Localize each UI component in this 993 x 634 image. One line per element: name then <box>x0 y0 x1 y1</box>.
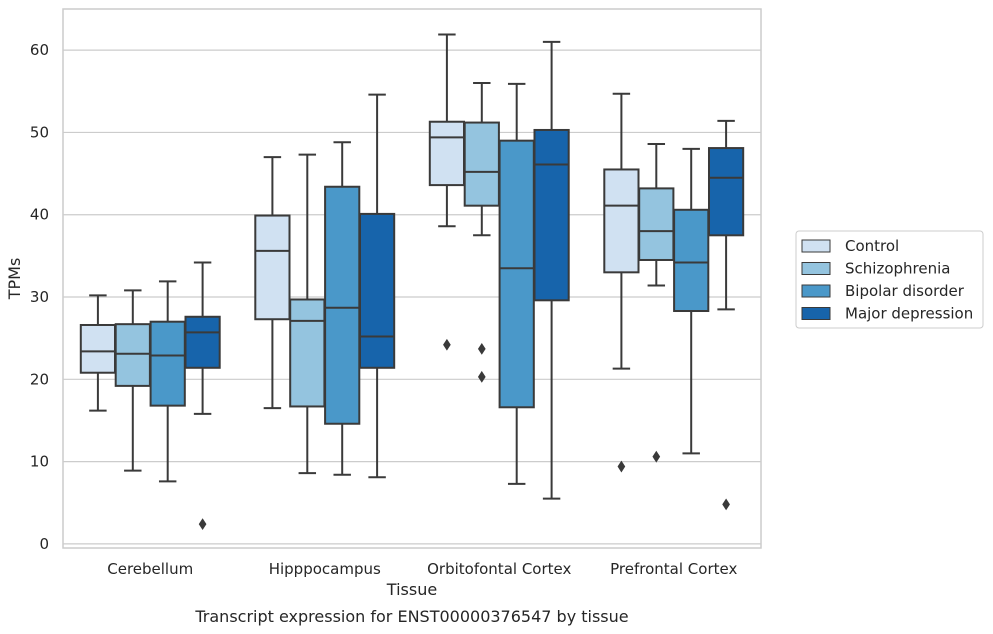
outlier-point <box>477 342 486 355</box>
outlier-point <box>198 518 207 531</box>
x-tick-label: Prefrontal Cortex <box>610 560 737 578</box>
box <box>79 294 117 412</box>
box-body <box>673 208 710 313</box>
box-body <box>428 120 466 187</box>
legend-label: Control <box>845 237 899 255</box>
box-body <box>533 128 570 302</box>
box-body <box>358 212 396 369</box>
box <box>254 156 291 410</box>
outlier-point <box>652 450 661 463</box>
series-schizophrenia <box>114 82 675 475</box>
y-tick-label: 60 <box>30 41 49 59</box>
box-body <box>289 298 326 408</box>
legend-swatch <box>801 262 831 275</box>
box-body <box>149 320 186 407</box>
series-bipolar-disorder <box>149 82 710 485</box>
box <box>673 147 710 455</box>
legend-swatch <box>801 284 831 298</box>
box <box>428 33 466 351</box>
box-body <box>638 187 675 261</box>
box-body <box>707 147 745 237</box>
y-tick-label: 20 <box>30 370 49 388</box>
box-body <box>498 139 535 409</box>
box <box>289 153 326 475</box>
x-tick-label: Hipppocampus <box>269 560 381 578</box>
box-body <box>79 323 117 374</box>
legend-label: Major depression <box>845 305 973 323</box>
legend-items: Control Schizophrenia Bipolar disorder Majo… <box>801 237 973 323</box>
box <box>114 289 151 472</box>
box <box>603 92 640 473</box>
x-tick-label: Cerebellum <box>107 560 193 578</box>
y-tick-label: 40 <box>30 206 49 224</box>
box <box>184 261 221 531</box>
legend-item: Bipolar disorder <box>801 282 965 300</box>
box <box>533 40 570 500</box>
legend-item: Major depression <box>801 305 973 323</box>
legend-frame <box>795 230 984 329</box>
box <box>498 82 535 485</box>
legend-item: Control <box>801 237 899 255</box>
y-tick-label: 10 <box>30 453 49 471</box>
outlier-point <box>477 370 486 383</box>
box-body <box>463 121 500 207</box>
y-tick-label: 0 <box>39 535 49 553</box>
series-control <box>79 33 640 473</box>
x-tick-label: Orbitofontal Cortex <box>427 560 571 578</box>
box-plot-series <box>79 33 745 531</box>
legend-swatch <box>801 307 831 320</box>
box-body <box>254 214 291 321</box>
x-axis-title: Tissue <box>386 580 437 599</box>
legend-item: Schizophrenia <box>801 260 950 278</box>
legend-label: Bipolar disorder <box>845 282 965 300</box>
legend: Control Schizophrenia Bipolar disorder Majo… <box>795 230 984 329</box>
box <box>707 119 745 511</box>
legend-label: Schizophrenia <box>845 260 950 278</box>
box-body <box>603 168 640 274</box>
y-axis-title: TPMs <box>5 258 24 301</box>
box <box>149 280 186 483</box>
chart-caption: Transcript expression for ENST0000037654… <box>194 607 628 626</box>
legend-swatch <box>801 239 831 253</box>
outlier-point <box>722 498 730 511</box>
x-axis-ticks: Cerebellum Hipppocampus Orbitofontal Corte… <box>107 560 737 578</box>
box-body <box>184 315 221 369</box>
y-axis-ticks: 0 10 20 30 40 50 60 <box>30 41 49 553</box>
box <box>463 82 500 383</box>
y-tick-label: 30 <box>30 288 49 306</box>
series-major-depression <box>184 40 745 531</box>
box <box>324 141 361 476</box>
outlier-point <box>443 338 451 351</box>
box <box>638 142 675 463</box>
outlier-point <box>617 460 626 473</box>
box <box>358 93 396 479</box>
plot-frame <box>62 8 762 549</box>
box-body <box>324 185 361 425</box>
y-tick-label: 50 <box>30 123 49 141</box>
box-body <box>114 323 151 387</box>
